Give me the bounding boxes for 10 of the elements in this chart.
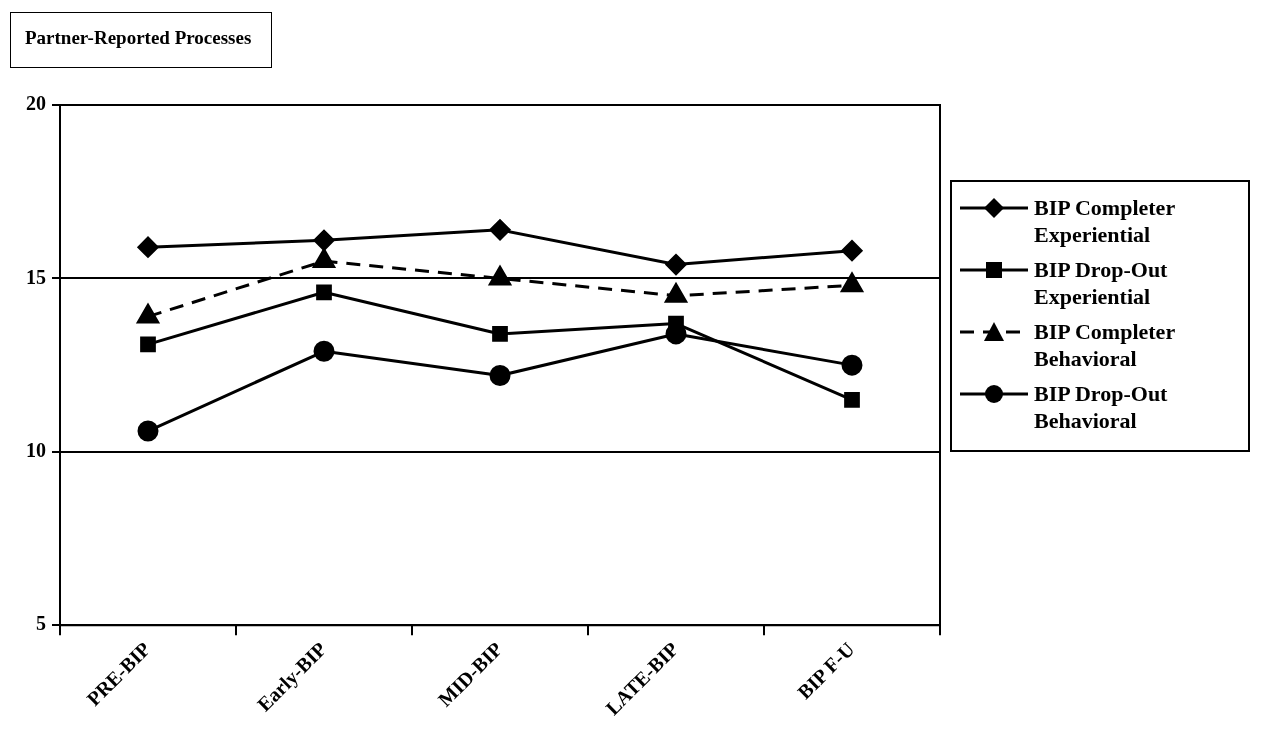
chart-title: Partner-Reported Processes [10, 12, 272, 68]
legend-label: BIP Completer Behavioral [1034, 318, 1176, 372]
legend-label: BIP Drop-Out Behavioral [1034, 380, 1169, 434]
y-tick-label: 20 [26, 92, 46, 115]
y-tick-label: 10 [26, 439, 46, 462]
legend-label: BIP Drop-Out Experiential [1034, 256, 1169, 310]
legend-label: BIP Completer Experiential [1034, 194, 1176, 248]
y-tick-label: 5 [36, 612, 46, 635]
y-tick-label: 15 [26, 265, 46, 288]
x-tick-label: BIP F-U [793, 637, 859, 704]
